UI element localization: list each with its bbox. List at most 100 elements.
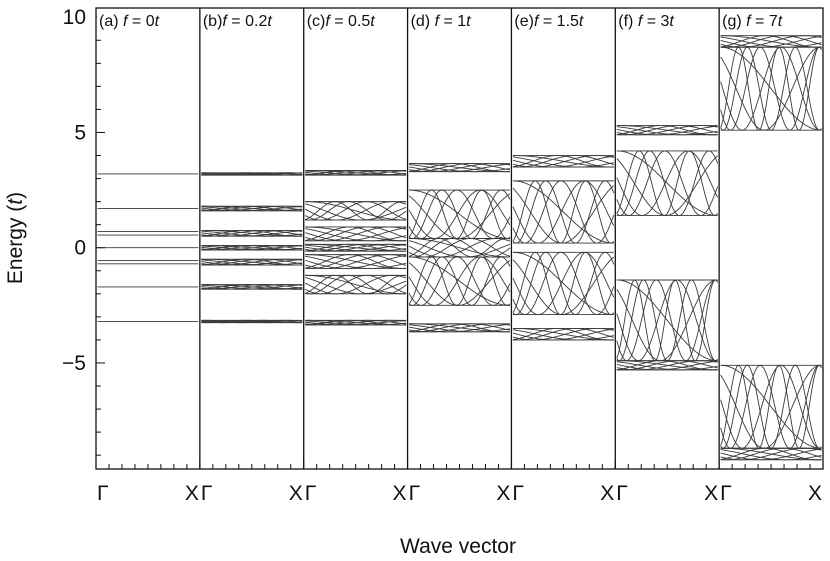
band-c-0 <box>305 170 407 176</box>
panel-label-background <box>720 9 822 33</box>
band-line <box>720 46 822 131</box>
panel-label-g: (g) f = 7t <box>722 13 783 30</box>
band-b-1 <box>201 205 303 212</box>
band-line <box>408 238 511 258</box>
band-line <box>512 180 615 244</box>
band-d-3 <box>408 256 511 306</box>
band-line <box>720 364 822 449</box>
band-line <box>408 256 511 306</box>
panel-label-background <box>408 9 511 33</box>
band-line <box>512 327 614 341</box>
band-b-4 <box>201 258 303 266</box>
x-tick-label-gamma: Γ <box>97 482 109 505</box>
band-g-1 <box>720 46 822 131</box>
x-tick-label-gamma: Γ <box>616 482 628 505</box>
band-line <box>720 364 822 449</box>
band-line <box>616 150 719 216</box>
band-line <box>408 256 511 306</box>
x-tick-label-gamma: Γ <box>201 482 213 505</box>
band-e-2 <box>512 251 615 316</box>
x-tick-label-x: X <box>704 482 718 505</box>
y-axis-title: Energy (t) <box>4 192 27 284</box>
x-axis-title: Wave vector <box>400 535 516 558</box>
x-tick-label-gamma: Γ <box>512 482 524 505</box>
band-e-0 <box>512 155 614 168</box>
band-lines <box>97 35 822 461</box>
x-tick-label-gamma: Γ <box>409 482 421 505</box>
x-tick-label-x: X <box>393 482 407 505</box>
band-f-1 <box>616 150 719 216</box>
panel-label-background <box>512 9 615 33</box>
band-line <box>720 364 822 449</box>
band-line <box>305 226 407 242</box>
band-line <box>720 35 822 48</box>
x-tick-label-gamma: Γ <box>305 482 317 505</box>
band-line <box>720 46 822 131</box>
band-line <box>512 180 615 244</box>
band-d-4 <box>408 323 511 333</box>
y-tick-label: −5 <box>62 352 86 375</box>
band-b-3 <box>201 244 303 251</box>
band-line <box>305 254 407 269</box>
panel-label-e: (e)f = 1.5t <box>514 13 584 30</box>
band-line <box>512 155 614 168</box>
band-f-0 <box>616 125 718 136</box>
x-tick-label-x: X <box>496 482 510 505</box>
band-line <box>512 327 614 341</box>
x-tick-label-x: X <box>600 482 614 505</box>
band-line <box>616 279 718 362</box>
panel-label-background <box>616 9 719 33</box>
band-line <box>305 274 407 295</box>
band-line <box>408 189 511 239</box>
band-line <box>720 447 822 461</box>
band-e-3 <box>512 327 614 341</box>
band-line <box>616 360 718 371</box>
band-line <box>409 163 511 173</box>
panel-label-background <box>200 9 303 33</box>
band-c-1 <box>304 201 407 221</box>
panel-label-a: (a) f = 0t <box>99 13 160 30</box>
panel-label-f: (f) f = 3t <box>618 13 674 30</box>
x-tick-label-x: X <box>808 482 822 505</box>
band-line <box>512 251 615 316</box>
band-f-2 <box>616 279 719 362</box>
band-line <box>720 46 822 131</box>
band-line <box>616 279 718 362</box>
band-c-5 <box>304 274 407 295</box>
band-line <box>408 189 511 239</box>
panel-label-c: (c)f = 0.5t <box>307 13 376 30</box>
band-line <box>305 201 407 221</box>
band-line <box>616 150 718 216</box>
band-line <box>409 238 510 258</box>
band-e-1 <box>512 180 615 244</box>
band-d-0 <box>408 163 511 173</box>
band-line <box>616 125 718 136</box>
band-line <box>409 256 510 306</box>
band-line <box>720 35 822 48</box>
y-axis: 10 5 0 −5 <box>62 6 105 456</box>
band-line <box>305 254 407 269</box>
band-c-2 <box>305 226 407 242</box>
panel-labels: (a) f = 0t (b)f = 0.2t (c)f = 0.5t (d) f = … <box>97 9 822 33</box>
band-c-3 <box>305 243 407 252</box>
band-line <box>305 274 407 295</box>
y-tick-label: 0 <box>74 237 86 260</box>
band-line <box>512 251 614 316</box>
band-line <box>512 251 615 315</box>
band-c-4 <box>305 254 407 269</box>
band-d-2 <box>408 238 511 258</box>
panel-label-d: (d) f = 1t <box>411 13 472 30</box>
band-line <box>720 364 822 449</box>
panel-label-background <box>97 9 199 33</box>
panel-label-b: (b)f = 0.2t <box>203 13 273 30</box>
band-line <box>616 150 718 216</box>
y-tick-label: 10 <box>63 6 86 29</box>
x-tick-label-x: X <box>289 482 303 505</box>
band-f-3 <box>616 360 718 371</box>
band-line <box>616 279 718 362</box>
x-tick-label-gamma: Γ <box>720 482 732 505</box>
band-line <box>720 46 822 131</box>
band-d-1 <box>408 189 511 239</box>
